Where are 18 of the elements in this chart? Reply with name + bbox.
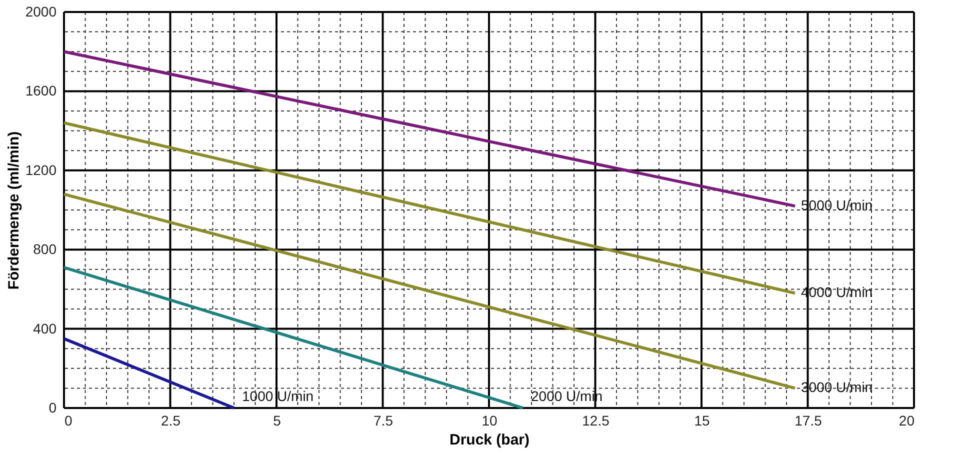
x-axis-title: Druck (bar) <box>449 432 530 448</box>
y-tick-label: 0 <box>48 400 57 416</box>
y-tick-label: 800 <box>33 241 57 258</box>
y-tick-label: 1200 <box>25 162 57 178</box>
series-label: 1000 U/min <box>242 388 314 404</box>
x-tick-label: 12.5 <box>582 412 610 428</box>
x-tick-label: 0 <box>64 412 72 428</box>
y-tick-label: 400 <box>33 320 57 336</box>
y-tick-label: 1600 <box>25 82 57 99</box>
x-tick-label: 7.5 <box>374 412 394 428</box>
x-tick-label: 20 <box>898 412 915 428</box>
x-tick-label: 2.5 <box>161 412 181 428</box>
x-tick-label: 17.5 <box>794 412 822 428</box>
y-axis-title: Fördermenge (ml/min) <box>5 131 22 290</box>
y-tick-label: 2000 <box>25 4 57 20</box>
x-tick-label: 5 <box>273 412 282 428</box>
x-tick-label: 15 <box>694 412 710 428</box>
x-tick-label: 10 <box>482 412 498 428</box>
